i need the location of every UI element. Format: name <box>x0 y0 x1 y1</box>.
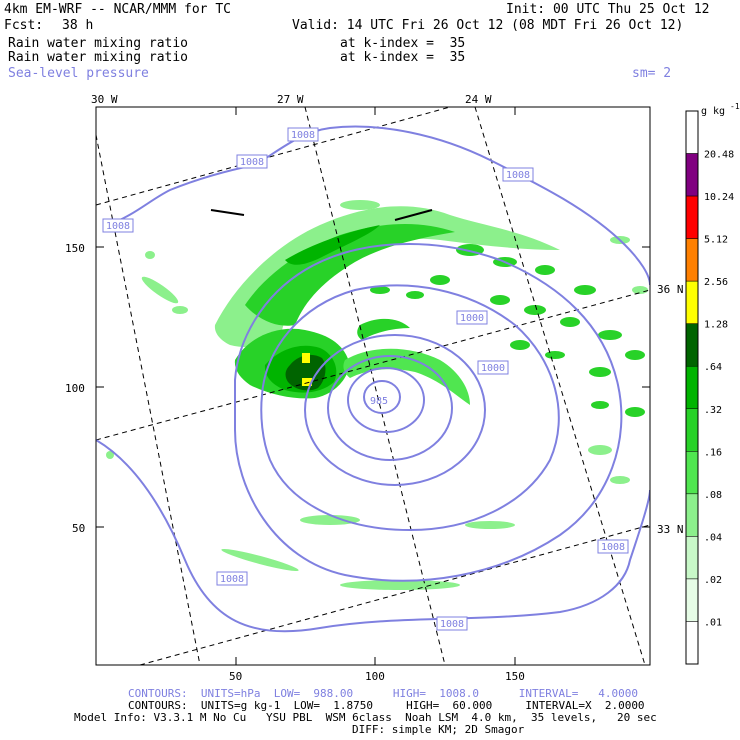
isobar-label: 1008 <box>601 542 625 553</box>
isobar-label-group: 1008 1008 1008 1008 1008 1008 1008 1000 … <box>102 127 629 631</box>
smoothing-label: sm= 2 <box>632 66 672 81</box>
isobar-label: 1008 <box>106 221 130 232</box>
isobar-label: 1008 <box>291 130 315 141</box>
barb-mark <box>394 209 433 221</box>
colorbar-cell <box>685 621 699 665</box>
colorbar-cell <box>685 323 699 367</box>
colorbar-cell <box>685 578 699 622</box>
lon-label: 27 W <box>277 93 304 106</box>
x-tick-label: 50 <box>229 670 242 683</box>
colorbar-level-label: 20.48 <box>704 150 734 161</box>
init-time: Init: 00 UTC Thu 25 Oct 12 <box>506 2 710 17</box>
field-1-name: Rain water mixing ratio <box>8 36 189 51</box>
forecast-label: Fcst: <box>4 18 44 33</box>
colorbar-cell <box>685 408 699 452</box>
rain-water-shading <box>106 200 648 590</box>
contour-info-rainwater: CONTOURS: UNITS=g kg-1 LOW= 1.8750 HIGH=… <box>128 699 645 712</box>
lat-label: 33 N <box>657 523 684 536</box>
isobar-label: 1008 <box>240 157 264 168</box>
colorbar-cell <box>685 493 699 537</box>
lon-label: 24 W <box>465 93 492 106</box>
sea-level-pressure-isobars <box>96 125 650 633</box>
field-2-name: Rain water mixing ratio <box>8 50 189 65</box>
colorbar-cell <box>685 451 699 495</box>
x-tick-label: 150 <box>505 670 525 683</box>
plot-frame <box>95 106 651 666</box>
y-tick-label: 150 <box>65 242 85 255</box>
colorbar-level-label: .64 <box>704 362 722 373</box>
colorbar: g kg -1 20.48 10.24 5.12 2.56 1.28 .64 .32 .16.… <box>685 102 740 665</box>
colorbar-cell <box>685 110 699 154</box>
barb-mark <box>210 209 245 216</box>
isobar-label-center: 985 <box>370 396 388 407</box>
colorbar-cell <box>685 280 699 324</box>
forecast-hour: 38 h <box>62 18 94 33</box>
colorbar-cell <box>685 536 699 580</box>
isobar-label: 1000 <box>460 313 484 324</box>
colorbar-level-label: 10.24 <box>704 192 734 203</box>
valid-time: Valid: 14 UTC Fri 26 Oct 12 (08 MDT Fri … <box>292 18 684 33</box>
y-tick-label: 50 <box>72 522 85 535</box>
colorbar-level-label: .32 <box>704 405 722 416</box>
colorbar-level-label: 5.12 <box>704 235 728 246</box>
x-tick-label: 100 <box>365 670 385 683</box>
colorbar-level-label: .16 <box>704 447 722 458</box>
colorbar-cell <box>685 365 699 410</box>
model-title: 4km EM-WRF -- NCAR/MMM for TC <box>4 2 231 17</box>
colorbar-level-label: 2.56 <box>704 277 728 288</box>
model-info: Model Info: V3.3.1 M No Cu YSU PBL WSM 6… <box>74 711 657 724</box>
colorbar-level-label: .08 <box>704 490 722 501</box>
colorbar-level-label: 1.28 <box>704 320 728 331</box>
isobar-label: 1008 <box>220 574 244 585</box>
colorbar-cell <box>685 238 699 282</box>
lon-label: 30 W <box>91 93 118 106</box>
field-3-name: Sea-level pressure <box>8 66 149 81</box>
map-plot-area: 1008 1008 1008 1008 1008 1008 1008 1000 … <box>96 107 650 665</box>
frame-ticks <box>96 107 650 665</box>
colorbar-level-label: .02 <box>704 575 722 586</box>
model-info-diffusion: DIFF: simple KM; 2D Smagor <box>352 723 525 736</box>
colorbar-level-label: .01 <box>704 617 722 628</box>
field-1-level: at k-index = 35 <box>340 36 466 51</box>
isobar-label: 1000 <box>481 363 505 374</box>
field-2-level: at k-index = 35 <box>340 50 466 65</box>
colorbar-units: g kg <box>701 106 725 117</box>
colorbar-level-label: .04 <box>704 532 722 543</box>
contour-info-pressure: CONTOURS: UNITS=hPa LOW= 988.00 HIGH= 10… <box>128 687 638 700</box>
y-tick-label: 100 <box>65 382 85 395</box>
lat-label: 36 N <box>657 283 684 296</box>
colorbar-cell <box>685 153 699 197</box>
isobar-label: 1008 <box>506 170 530 181</box>
colorbar-units-exponent: -1 <box>730 102 740 111</box>
isobar-label: 1008 <box>440 619 464 630</box>
colorbar-cell <box>685 195 699 239</box>
